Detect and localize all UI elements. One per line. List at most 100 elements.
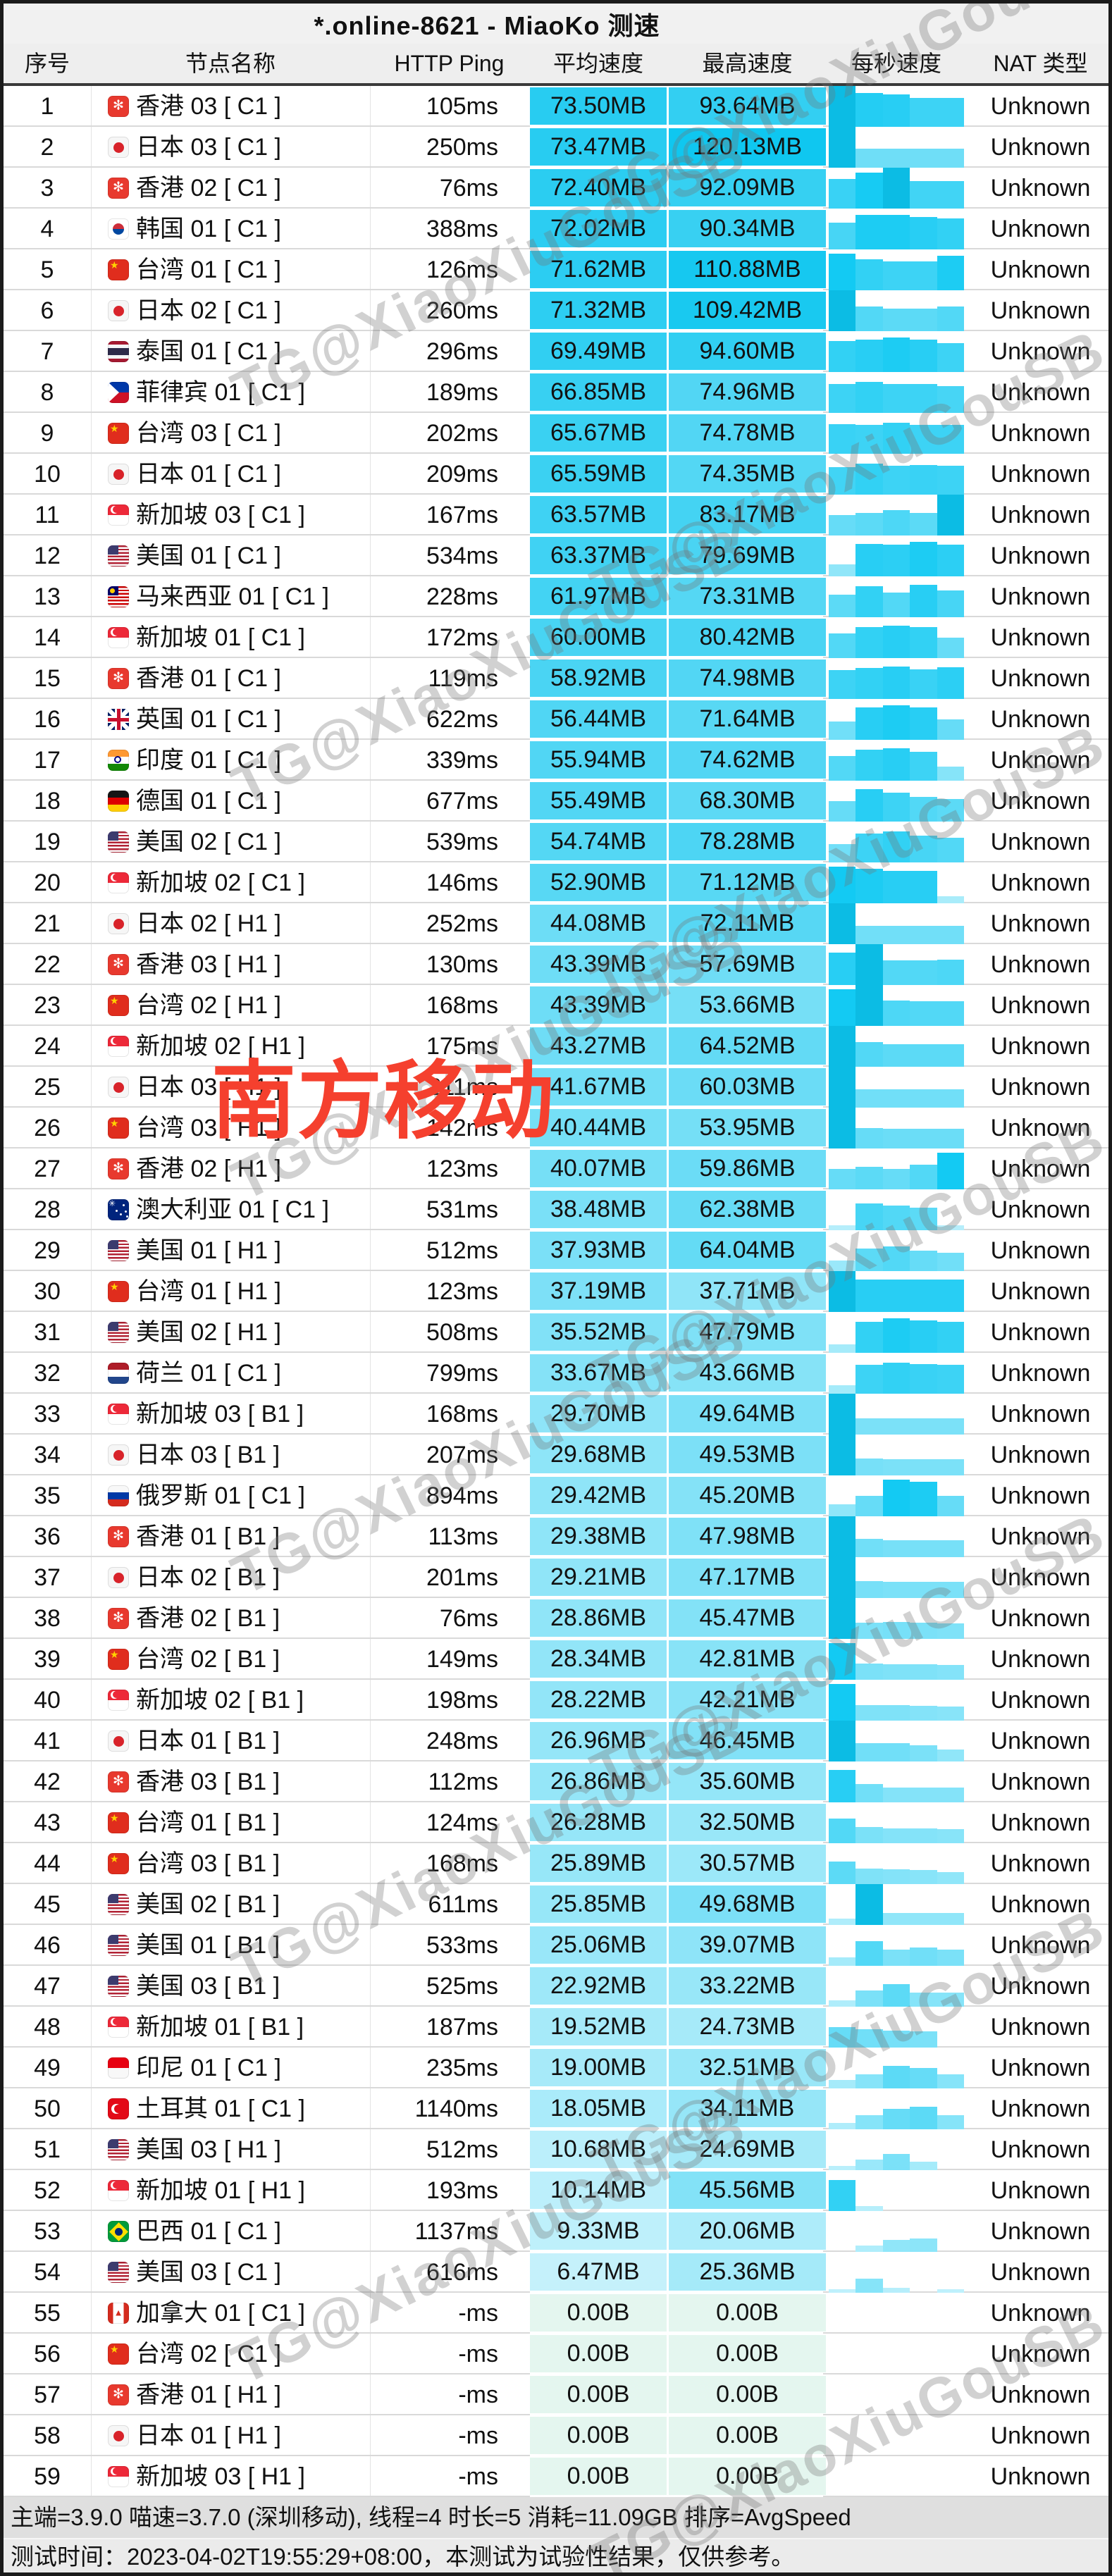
max-speed-cell: 53.95MB [669, 1109, 826, 1146]
nat-type-value: Unknown [990, 2136, 1091, 2163]
avg-speed-cell: 69.49MB [530, 333, 667, 370]
http-ping-value: 525ms [426, 1973, 498, 2000]
max-speed-cell: 74.96MB [669, 373, 826, 411]
avg-speed-cell: 38.48MB [530, 1191, 667, 1228]
table-row: 30 台湾 01 [ H1 ] 123ms 37.19MB 37.71MB Un… [4, 1271, 1108, 1312]
max-speed-cell: 25.36MB [669, 2253, 826, 2291]
max-speed-cell: 49.68MB [669, 1885, 826, 1923]
per-second-speed-bars [829, 1435, 965, 1475]
table-row: 16 英国 01 [ C1 ] 622ms 56.44MB 71.64MB Un… [4, 699, 1108, 740]
http-ping-value: 112ms [428, 1769, 498, 1795]
table-row: 15 香港 01 [ C1 ] 119ms 58.92MB 74.98MB Un… [4, 658, 1108, 699]
node-name: 澳大利亚 01 [ C1 ] [136, 1196, 329, 1223]
row-index: 35 [34, 1482, 61, 1509]
node-name: 日本 01 [ H1 ] [136, 2422, 281, 2449]
nat-type-value: Unknown [990, 869, 1091, 896]
http-ping-value: 124ms [426, 1809, 498, 1836]
nat-type-value: Unknown [990, 379, 1091, 406]
http-ping-value: 209ms [426, 461, 498, 488]
per-second-speed-bars [829, 2374, 964, 2415]
node-name: 新加坡 01 [ C1 ] [136, 624, 305, 651]
col-header-nat-type: NAT 类型 [993, 51, 1088, 76]
per-second-speed-bars [829, 862, 965, 903]
node-name: 香港 02 [ H1 ] [136, 1156, 281, 1182]
http-ping-value: 534ms [426, 543, 498, 569]
row-index: 33 [34, 1401, 61, 1428]
http-ping-value: 799ms [426, 1360, 498, 1387]
node-name: 香港 03 [ H1 ] [136, 951, 281, 978]
http-ping-value: 126ms [426, 256, 498, 283]
nat-type-value: Unknown [990, 338, 1091, 365]
http-ping-value: 123ms [426, 1156, 498, 1182]
http-ping-value: 1137ms [414, 2218, 498, 2245]
us-flag-icon [108, 2139, 129, 2160]
avg-speed-cell: 26.86MB [530, 1763, 667, 1800]
max-speed-cell: 43.66MB [669, 1354, 826, 1392]
sg-flag-icon [108, 872, 129, 893]
max-speed-cell: 33.22MB [669, 1967, 826, 2005]
per-second-speed-bars [829, 454, 965, 495]
per-second-speed-bars [829, 535, 965, 576]
row-index: 32 [34, 1360, 61, 1387]
avg-speed-cell: 10.68MB [530, 2131, 667, 2168]
avg-speed-cell: 66.85MB [530, 373, 667, 411]
footer-timestamp: 测试时间：2023-04-02T19:55:29+08:00，本测试为试验性结果… [4, 2538, 1108, 2572]
nat-type-value: Unknown [990, 1523, 1091, 1550]
table-row: 28 澳大利亚 01 [ C1 ] 531ms 38.48MB 62.38MB … [4, 1189, 1108, 1230]
table-row: 52 新加坡 01 [ H1 ] 193ms 10.14MB 45.56MB U… [4, 2170, 1108, 2211]
http-ping-value: 113ms [428, 1523, 498, 1550]
table-row: 47 美国 03 [ B1 ] 525ms 22.92MB 33.22MB Un… [4, 1966, 1108, 2007]
hk-flag-icon [108, 96, 129, 117]
node-name: 香港 02 [ C1 ] [136, 175, 281, 202]
per-second-speed-bars [829, 372, 965, 413]
table-row: 55 加拿大 01 [ C1 ] -ms 0.00B 0.00B Unknown [4, 2293, 1108, 2334]
max-speed-cell: 0.00B [669, 2335, 826, 2372]
ph-flag-icon [108, 382, 129, 403]
node-name: 香港 01 [ C1 ] [136, 665, 281, 692]
avg-speed-cell: 33.67MB [530, 1354, 667, 1392]
nat-type-value: Unknown [990, 420, 1091, 447]
row-index: 9 [40, 420, 54, 447]
http-ping-value: 123ms [426, 1278, 498, 1305]
table-row: 5 台湾 01 [ C1 ] 126ms 71.62MB 110.88MB Un… [4, 249, 1108, 290]
table-row: 13 马来西亚 01 [ C1 ] 228ms 61.97MB 73.31MB … [4, 576, 1108, 617]
max-speed-cell: 78.28MB [669, 823, 826, 860]
max-speed-cell: 0.00B [669, 2417, 826, 2454]
http-ping-value: 175ms [426, 1033, 498, 1060]
row-index: 54 [34, 2259, 61, 2286]
us-flag-icon [108, 2262, 129, 2283]
http-ping-value: 198ms [426, 1687, 498, 1714]
per-second-speed-bars [829, 1189, 965, 1230]
max-speed-cell: 59.86MB [669, 1150, 826, 1187]
table-row: 22 香港 03 [ H1 ] 130ms 43.39MB 57.69MB Un… [4, 944, 1108, 985]
node-name: 俄罗斯 01 [ C1 ] [136, 1482, 305, 1509]
avg-speed-cell: 71.62MB [530, 251, 667, 288]
row-index: 19 [34, 829, 61, 855]
per-second-speed-bars [829, 944, 965, 985]
max-speed-cell: 42.81MB [669, 1640, 826, 1678]
max-speed-cell: 68.30MB [669, 782, 826, 819]
col-header-index: 序号 [24, 51, 70, 76]
per-second-speed-bars [829, 1394, 965, 1435]
node-name: 加拿大 01 [ C1 ] [136, 2300, 305, 2327]
http-ping-value: 168ms [426, 992, 498, 1019]
table-row: 39 台湾 02 [ B1 ] 149ms 28.34MB 42.81MB Un… [4, 1639, 1108, 1680]
node-name: 台湾 03 [ H1 ] [136, 1115, 281, 1141]
max-speed-cell: 110.88MB [669, 251, 826, 288]
http-ping-value: 172ms [426, 624, 498, 651]
avg-speed-cell: 56.44MB [530, 700, 667, 738]
table-row: 11 新加坡 03 [ C1 ] 167ms 63.57MB 83.17MB U… [4, 495, 1108, 535]
jp-flag-icon [108, 1730, 129, 1752]
http-ping-value: 202ms [426, 420, 498, 447]
max-speed-cell: 24.73MB [669, 2008, 826, 2045]
avg-speed-cell: 63.37MB [530, 537, 667, 574]
table-header: 序号 节点名称 HTTP Ping 平均速度 最高速度 每秒速度 NAT 类型 [4, 44, 1108, 86]
per-second-speed-bars [829, 1312, 965, 1353]
row-index: 5 [40, 256, 54, 283]
per-second-speed-bars [829, 1761, 965, 1802]
avg-speed-cell: 0.00B [530, 2458, 667, 2495]
http-ping-value: 260ms [426, 297, 498, 324]
cn-flag-icon [108, 2343, 129, 2365]
per-second-speed-bars [829, 168, 965, 209]
